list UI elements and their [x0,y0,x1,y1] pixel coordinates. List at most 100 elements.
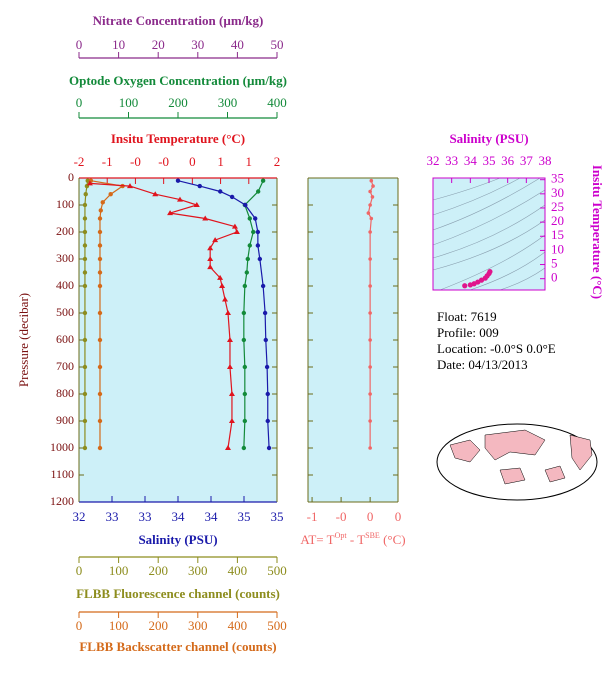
x-axis-title-part: - T [347,532,366,547]
x-tick-label: 300 [188,618,208,633]
marker [197,183,202,189]
x-tick-label: 32 [73,509,86,524]
marker [247,243,252,248]
marker [368,446,372,450]
marker [368,311,372,315]
x-tick-label: 38 [539,153,552,168]
x-tick-label: 1 [246,154,253,169]
marker [368,284,372,288]
marker [97,256,103,262]
marker [369,216,374,221]
density-contours [432,177,546,291]
marker [82,418,88,424]
marker [251,229,256,235]
x-axis-title-part: Opt [335,531,348,540]
marker [242,391,248,397]
marker [222,296,229,302]
y-tick-label: 10 [551,241,564,256]
marker [218,189,223,194]
y-tick-label: 0 [68,170,74,184]
x-tick-label: 400 [228,618,248,633]
y-tick-label: 5 [551,256,558,271]
x-tick-label: 33 [139,509,152,524]
x-tick-label: 0 [76,618,83,633]
x-tick-label: 30 [191,37,204,52]
info-line: Profile: 009 [437,325,499,340]
marker [368,419,372,423]
x-axis-title-part: SBE [365,531,380,540]
y-tick-label: 700 [56,359,74,373]
marker [207,245,214,251]
x-axis-title: Salinity (PSU) [449,131,528,146]
marker [82,364,88,370]
marker [368,189,372,194]
y-tick-label: 200 [56,224,74,238]
x-tick-label: 100 [109,618,129,633]
x-axis-title: FLBB Fluorescence channel (counts) [76,586,280,601]
point [462,283,468,289]
x-tick-label: 300 [188,563,208,578]
x-tick-label: 37 [520,153,534,168]
marker [97,270,103,275]
marker [242,418,248,424]
info-line: Location: -0.0°S 0.0°E [437,341,556,356]
marker [262,310,268,316]
marker [231,223,238,229]
x-tick-label: 2 [274,154,281,169]
marker [82,243,88,248]
marker [82,310,88,316]
x-tick-label: 200 [148,618,168,633]
marker [255,243,261,248]
x-tick-label: -0 [158,154,169,169]
marker [244,270,250,275]
x-tick-label: 0 [395,509,402,524]
x-tick-label: 34 [172,509,186,524]
x-tick-label: 200 [168,95,188,110]
marker [265,391,270,397]
marker [100,200,105,205]
marker [260,283,266,289]
marker [97,243,103,248]
x-tick-label: 35 [271,509,284,524]
marker [97,391,103,397]
y-tick-label: 25 [551,199,564,214]
marker [370,195,375,199]
y-axis-title: Insitu Temperature (°C) [590,165,605,299]
marker [219,283,226,288]
y-tick-label: 600 [56,332,74,346]
y-tick-label: 300 [56,251,74,265]
marker [368,392,372,396]
y-tick-label: 0 [551,270,558,285]
x-tick-label: 0 [189,154,196,169]
y-tick-label: 30 [551,185,564,200]
x-tick-label: 500 [267,618,287,633]
x-tick-label: 0 [76,563,83,578]
marker [260,178,266,183]
y-tick-label: 15 [551,227,564,242]
y-tick-label: 35 [551,171,564,186]
x-axis-title: Insitu Temperature (°C) [111,131,245,146]
marker [242,283,248,289]
marker [366,211,371,215]
marker [212,237,219,243]
marker [241,445,247,451]
x-tick-label: 0 [76,95,83,110]
marker [82,256,88,262]
marker [176,196,183,202]
info-line: Float: 7619 [437,309,497,324]
y-tick-label: 1100 [50,467,74,481]
marker [233,229,240,234]
x-tick-label: 200 [148,563,168,578]
marker [152,191,159,197]
series-line [367,180,374,448]
marker [241,337,247,343]
marker [98,208,103,213]
y-tick-label: 400 [56,278,74,292]
delta-panel [308,178,398,502]
x-tick-label: 40 [231,37,244,52]
marker [82,202,88,208]
marker [369,178,374,183]
x-tick-label: 33 [106,509,119,524]
marker [97,445,103,451]
marker [247,216,252,221]
